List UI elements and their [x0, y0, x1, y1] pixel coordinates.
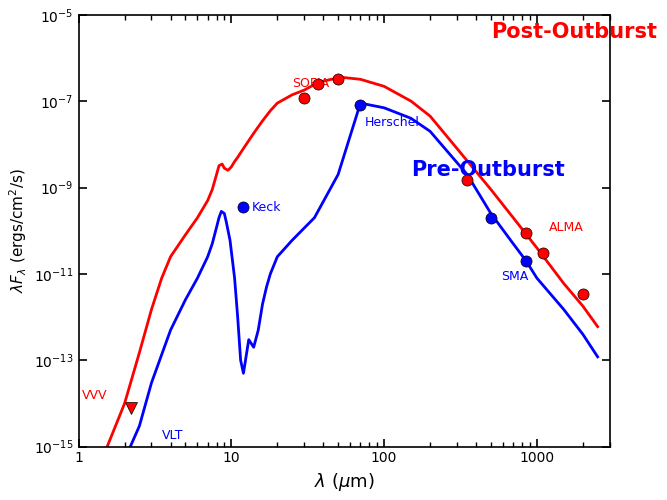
Y-axis label: $\lambda F_\lambda$ (ergs/cm$^2$/s): $\lambda F_\lambda$ (ergs/cm$^2$/s)	[7, 168, 29, 293]
Text: SMA: SMA	[501, 270, 528, 283]
Text: Herschel: Herschel	[365, 116, 420, 129]
Text: Pre-Outburst: Pre-Outburst	[411, 160, 565, 180]
Text: SOFIA: SOFIA	[292, 77, 329, 90]
X-axis label: $\lambda$ ($\mu$m): $\lambda$ ($\mu$m)	[314, 471, 374, 493]
Text: VVV: VVV	[82, 390, 107, 402]
Text: Post-Outburst: Post-Outburst	[491, 22, 657, 42]
Text: VLT: VLT	[161, 429, 183, 442]
Text: ALMA: ALMA	[549, 221, 584, 234]
Text: Keck: Keck	[251, 200, 281, 213]
